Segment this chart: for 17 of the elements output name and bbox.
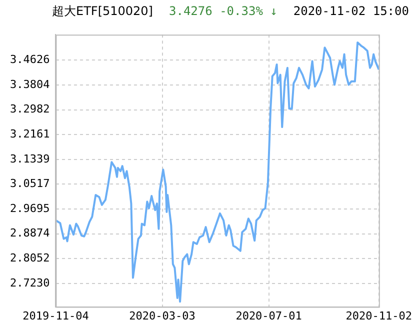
y-tick-label: 3.1339 [10, 152, 50, 166]
chart-subtitle: 3.4276 -0.33% ↓ [169, 4, 278, 18]
x-tick-label: 2020-11-02 [346, 309, 412, 322]
y-tick-label: 3.2161 [10, 127, 50, 140]
y-tick-label: 3.4626 [10, 52, 50, 66]
y-tick-label: 2.9695 [10, 202, 50, 215]
chart-title: 超大ETF[510020] [52, 2, 153, 20]
y-tick-label: 3.2982 [10, 102, 50, 116]
y-tick-label: 2.8874 [10, 226, 50, 240]
y-tick-label: 3.0517 [10, 177, 50, 190]
x-tick-label: 2020-03-03 [129, 309, 196, 322]
text: 2020-11-02 15:00 [293, 4, 409, 18]
y-tick-label: 3.3804 [10, 78, 50, 91]
x-tick-label: 2020-07-01 [236, 309, 302, 322]
x-tick-label: 2019-11-04 [22, 309, 90, 322]
y-tick-label: 2.7230 [10, 276, 50, 290]
y-tick-label: 2.8052 [10, 252, 50, 265]
